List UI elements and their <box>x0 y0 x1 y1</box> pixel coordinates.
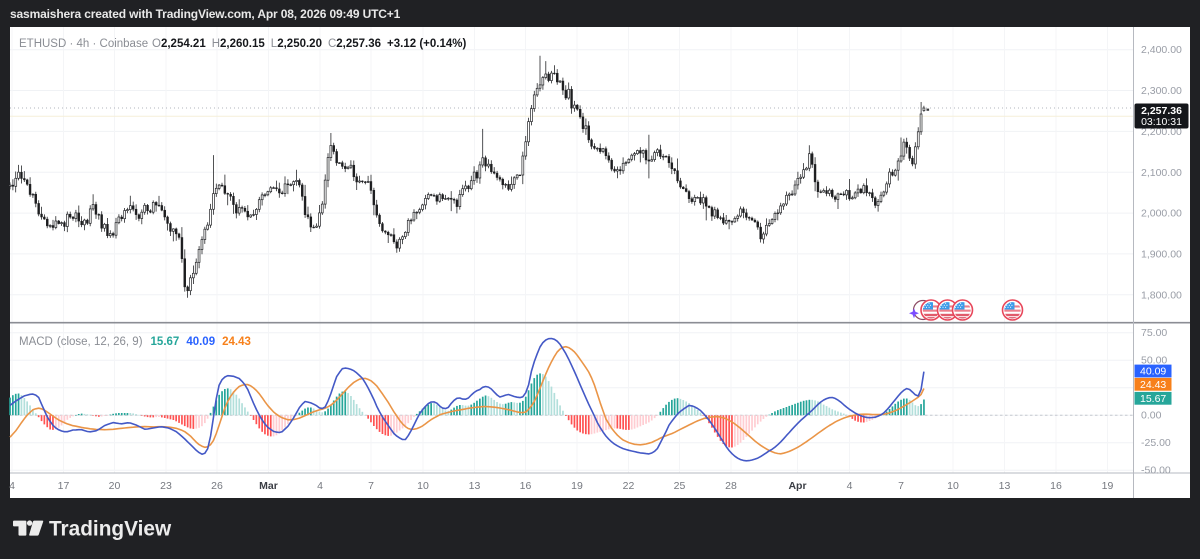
svg-text:TradingView: TradingView <box>49 517 172 540</box>
svg-text:24.43: 24.43 <box>1140 379 1166 391</box>
svg-text:2,300.00: 2,300.00 <box>1141 85 1182 97</box>
svg-text:16: 16 <box>520 480 532 492</box>
svg-text:26: 26 <box>211 480 223 492</box>
svg-text:7: 7 <box>898 480 904 492</box>
svg-text:23: 23 <box>160 480 172 492</box>
svg-text:1,800.00: 1,800.00 <box>1141 289 1182 301</box>
svg-text:13: 13 <box>999 480 1011 492</box>
svg-text:40.09: 40.09 <box>1140 366 1166 378</box>
svg-text:Apr: Apr <box>788 480 806 492</box>
svg-text:17: 17 <box>58 480 70 492</box>
svg-text:13: 13 <box>469 480 481 492</box>
svg-text:03:10:31: 03:10:31 <box>1141 116 1182 128</box>
svg-text:10: 10 <box>417 480 429 492</box>
svg-text:4: 4 <box>317 480 323 492</box>
svg-text:2,000.00: 2,000.00 <box>1141 208 1182 220</box>
svg-text:19: 19 <box>571 480 583 492</box>
svg-text:-50.00: -50.00 <box>1141 465 1171 477</box>
svg-text:16: 16 <box>1050 480 1062 492</box>
svg-text:22: 22 <box>623 480 635 492</box>
svg-text:0.00: 0.00 <box>1141 410 1162 422</box>
svg-text:19: 19 <box>1102 480 1114 492</box>
svg-text:2,200.00: 2,200.00 <box>1141 126 1182 138</box>
svg-text:7: 7 <box>368 480 374 492</box>
svg-text:50.00: 50.00 <box>1141 355 1167 367</box>
svg-text:2,257.36: 2,257.36 <box>1141 105 1182 117</box>
svg-text:20: 20 <box>109 480 121 492</box>
svg-text:25: 25 <box>674 480 686 492</box>
svg-text:2,100.00: 2,100.00 <box>1141 167 1182 179</box>
svg-text:Mar: Mar <box>259 480 278 492</box>
svg-text:15.67: 15.67 <box>1140 393 1166 405</box>
svg-text:28: 28 <box>725 480 737 492</box>
svg-text:-25.00: -25.00 <box>1141 437 1171 449</box>
svg-text:1,900.00: 1,900.00 <box>1141 248 1182 260</box>
svg-text:4: 4 <box>847 480 853 492</box>
svg-text:4: 4 <box>9 480 15 492</box>
svg-text:2,400.00: 2,400.00 <box>1141 44 1182 56</box>
svg-text:10: 10 <box>947 480 959 492</box>
svg-text:75.00: 75.00 <box>1141 327 1167 339</box>
